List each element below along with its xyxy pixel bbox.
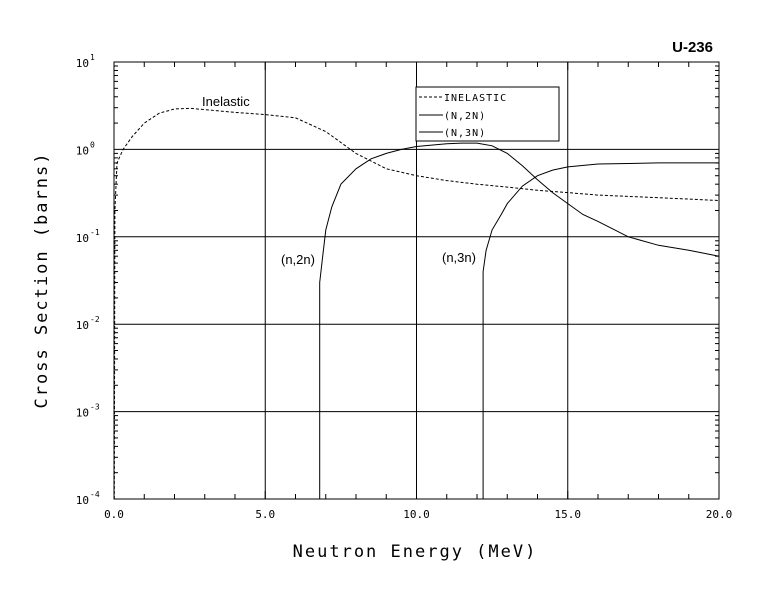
y-tick-exponent: 0 [90, 140, 95, 149]
y-tick-base: 10 [76, 144, 89, 157]
y-axis-label: Cross Section (barns) [32, 152, 52, 409]
y-tick-label: 10 -3 [76, 403, 100, 420]
x-tick-label: 10.0 [403, 508, 430, 521]
annotation-n3n: (n,3n) [442, 250, 476, 265]
y-tick-label: 10 1 [76, 53, 95, 70]
y-tick-label: 10 -2 [76, 315, 100, 332]
x-tick-label: 15.0 [555, 508, 582, 521]
x-tick-labels: 0.0 5.0 10.0 15.0 20.0 [104, 508, 732, 521]
chart-title: U-236 [672, 39, 713, 56]
x-axis-label: Neutron Energy (MeV) [293, 542, 538, 562]
y-tick-base: 10 [76, 57, 89, 70]
y-tick-base: 10 [76, 232, 89, 245]
series-inelastic [113, 107, 720, 500]
legend-label-n3n: (N,3N) [444, 128, 486, 139]
legend-label-n2n: (N,2N) [444, 111, 486, 122]
legend: INELASTIC (N,2N) (N,3N) [415, 86, 560, 142]
y-tick-base: 10 [76, 494, 89, 507]
series-layer [113, 107, 720, 500]
series-n3n [482, 162, 719, 499]
plot-frame [113, 61, 720, 500]
y-tick-exponent: -3 [90, 403, 100, 412]
annotation-n2n: (n,2n) [281, 252, 315, 267]
grid [114, 62, 719, 499]
y-tick-label: 10 -4 [76, 490, 100, 507]
y-tick-exponent: -1 [90, 228, 100, 237]
x-tick-label: 20.0 [706, 508, 733, 521]
y-tick-label: 10 0 [76, 140, 95, 157]
y-tick-base: 10 [76, 319, 89, 332]
legend-label-inelastic: INELASTIC [444, 93, 507, 104]
x-tick-label: 5.0 [255, 508, 275, 521]
y-tick-exponent: -4 [90, 490, 100, 499]
series-n2n [319, 142, 720, 499]
y-tick-exponent: -2 [90, 315, 100, 324]
y-tick-base: 10 [76, 407, 89, 420]
y-tick-exponent: 1 [90, 53, 95, 62]
y-tick-label: 10 -1 [76, 228, 100, 245]
x-tick-label: 0.0 [104, 508, 124, 521]
annotation-inelastic: Inelastic [202, 94, 250, 109]
